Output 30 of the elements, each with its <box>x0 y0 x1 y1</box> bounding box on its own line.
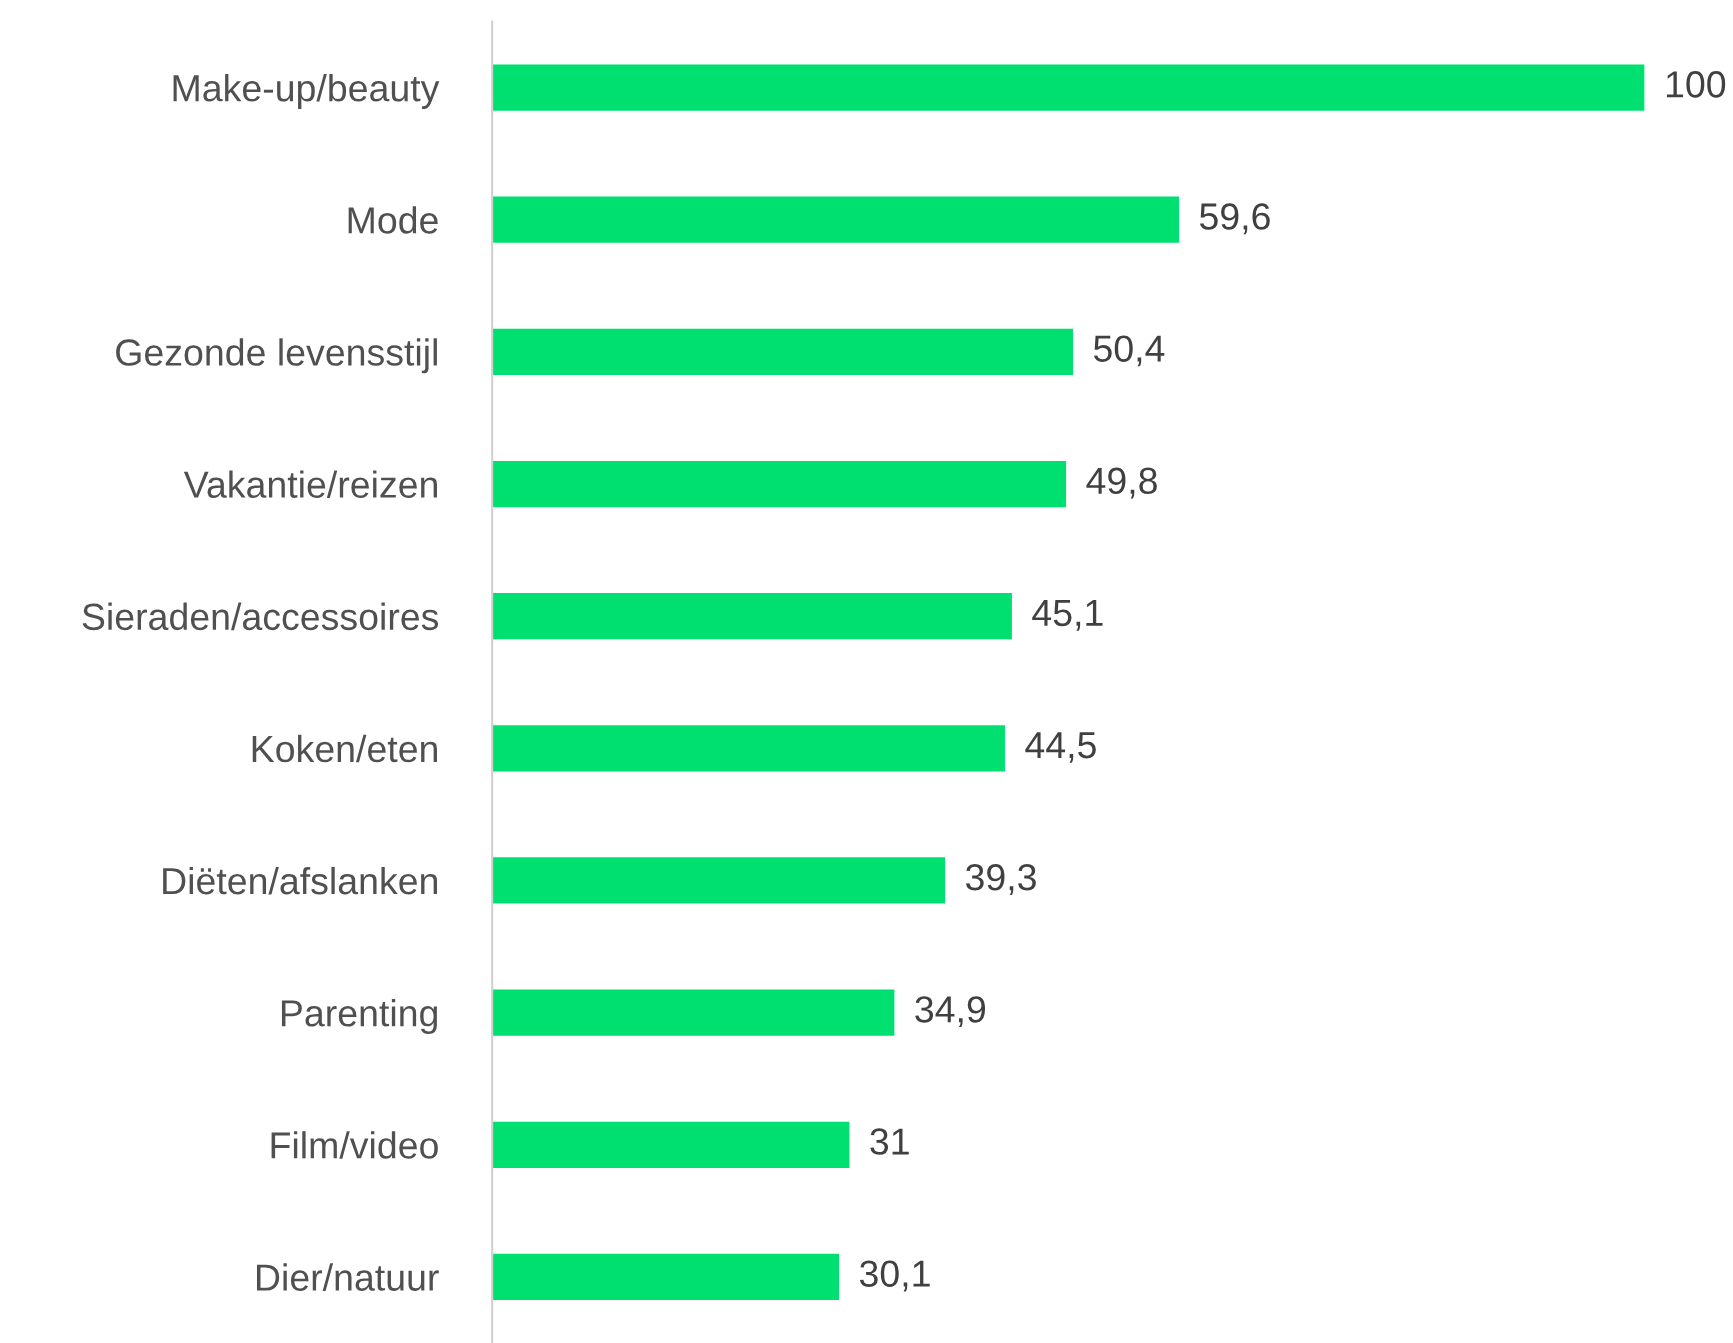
y-tick-label: Make-up/beauty <box>173 73 440 109</box>
bar <box>492 328 1073 375</box>
data-label: 30,1 <box>859 1260 930 1292</box>
y-tick-label: Sieraden/accessoires <box>82 602 439 631</box>
data-label: 44,5 <box>1025 732 1096 763</box>
data-label: 50,4 <box>1093 335 1165 367</box>
data-label: 100 <box>1666 71 1726 98</box>
y-tick-label: Gezonde levensstijl <box>116 338 437 374</box>
data-label: 34,9 <box>915 996 986 1028</box>
y-tick-label: Dier/natuur <box>256 1263 439 1291</box>
y-tick-label: Film/video <box>271 1131 438 1159</box>
data-label: 31 <box>870 1128 909 1155</box>
y-tick-label: Koken/eten <box>252 734 437 763</box>
y-tick-label: Mode <box>348 206 438 234</box>
y-tick-label: Parenting <box>281 999 437 1034</box>
bar <box>492 593 1012 640</box>
y-tick-label: Diëten/afslanken <box>163 866 437 895</box>
data-label: 59,6 <box>1199 203 1270 235</box>
data-label: 39,3 <box>965 863 1036 895</box>
bar <box>492 196 1180 243</box>
bar <box>492 460 1067 508</box>
bar <box>492 725 1006 772</box>
bar <box>492 989 895 1036</box>
bar <box>492 857 946 904</box>
y-tick-label: Vakantie/reizen <box>183 470 437 498</box>
bar <box>492 64 1645 111</box>
bar <box>492 1121 850 1168</box>
bar <box>492 1253 840 1301</box>
data-label: 45,1 <box>1032 600 1103 631</box>
data-label: 49,8 <box>1086 467 1157 499</box>
